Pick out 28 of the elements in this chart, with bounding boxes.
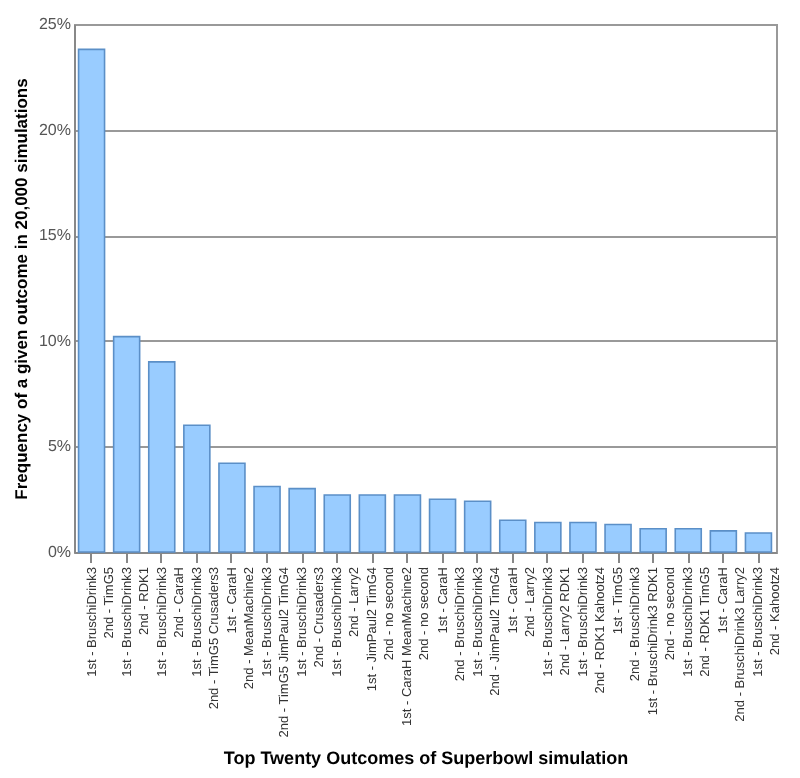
bar: [112, 335, 141, 553]
y-tick-label: 25%: [38, 15, 71, 33]
bar: [218, 462, 246, 553]
bar: [253, 485, 281, 553]
y-tick-label: 15%: [38, 226, 71, 245]
bar: [744, 532, 773, 553]
bar: [288, 487, 316, 553]
y-tick-label: 20%: [38, 120, 71, 139]
bar: [393, 494, 422, 553]
y-tick-label: 0%: [47, 543, 71, 561]
bar: [428, 498, 457, 553]
bar: [569, 521, 597, 553]
bar: [604, 523, 632, 553]
y-tick-label: 5%: [47, 437, 71, 456]
bar: [463, 500, 492, 553]
bar: [358, 494, 387, 553]
bar: [323, 494, 352, 553]
y-axis-title: Frequency of a given outcome in 20,000 simulations: [10, 77, 31, 500]
bar: [147, 361, 176, 553]
bar: [77, 48, 106, 553]
bar: [674, 527, 703, 553]
bar: [639, 527, 667, 553]
bar: [498, 519, 527, 553]
bar: [709, 530, 738, 553]
y-tick-label: 10%: [38, 331, 71, 350]
bar: [534, 521, 562, 553]
x-axis-title: Top Twenty Outcomes of Superbowl simulation: [223, 747, 629, 768]
bar: [183, 424, 211, 553]
